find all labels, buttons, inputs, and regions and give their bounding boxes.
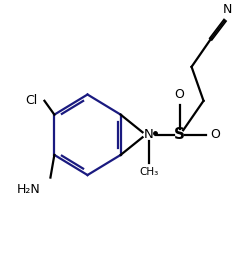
Text: N: N [144,128,153,141]
Text: O: O [211,128,221,141]
Text: N: N [223,3,232,16]
Text: CH₃: CH₃ [139,167,158,177]
Text: O: O [175,88,185,101]
Text: Cl: Cl [25,94,37,107]
Text: S: S [174,127,185,142]
Text: H₂N: H₂N [17,183,41,196]
